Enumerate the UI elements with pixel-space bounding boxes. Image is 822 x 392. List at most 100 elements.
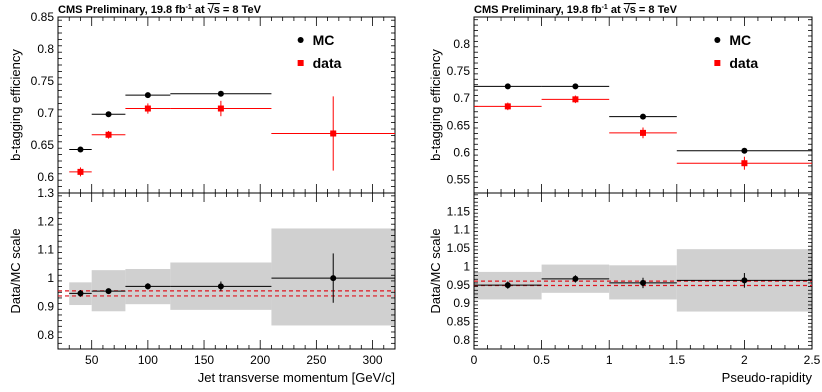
x-axis-label: Jet transverse momentum [GeV/c]: [198, 370, 395, 385]
bottom-ylabel: Data/MC scale: [428, 228, 443, 313]
header-mid: at: [192, 4, 208, 16]
data-point-1: [77, 168, 84, 175]
chart-2: CMS Preliminary, 19.8 fb-1 at √s = 8 TeV…: [428, 4, 821, 385]
bottom-ytick-label: 0.8: [37, 328, 54, 342]
data-point-4: [217, 105, 224, 112]
chart-1: CMS Preliminary, 19.8 fb-1 at √s = 8 TeV…: [8, 4, 396, 385]
top-ytick-label: 0.65: [447, 118, 471, 132]
bottom-ytick-label: 1: [463, 259, 470, 273]
cms-header: CMS Preliminary, 19.8 fb-1 at √s = 8 TeV: [474, 4, 678, 16]
top-ytick-label: 0.75: [447, 64, 471, 78]
mc-point-3: [640, 113, 646, 120]
top-ytick-label: 0.6: [37, 170, 54, 184]
top-panel: 0.6 0.65 0.7 0.75 0.8 0.85 b-tagging efficienc…: [8, 10, 396, 194]
top-ytick-label: 0.75: [31, 74, 55, 88]
bottom-panel: 0.8 0.85 0.9 0.95 1 1.05 1.1 1.15 Data/MC scale: [428, 192, 813, 350]
bottom-ytick-label: 1.1: [453, 223, 470, 237]
data-point-5: [330, 130, 337, 137]
xtick-label: 1.5: [668, 353, 685, 367]
top-ytick-label: 0.55: [447, 172, 471, 186]
xtick-label: 0.5: [533, 353, 550, 367]
top-ytick-label: 0.85: [31, 10, 55, 24]
bottom-ytick-label: 0.95: [447, 278, 471, 292]
top-frame: [57, 16, 396, 194]
ratio-point-2: [572, 275, 579, 282]
ratio-point-2: [105, 288, 112, 295]
header-prefix: CMS Preliminary, 19.8 fb: [474, 4, 602, 16]
top-ylabel: b-tagging efficiency: [8, 49, 23, 161]
xtick-label: 2: [741, 353, 748, 367]
legend-label-mc: MC: [729, 32, 751, 48]
header-suffix: = 8 TeV: [220, 4, 262, 16]
header-sqrt: √s: [208, 4, 220, 16]
header-prefix: CMS Preliminary, 19.8 fb: [58, 4, 186, 16]
legend-marker-mc: [714, 37, 721, 43]
legend-label-data: data: [313, 55, 342, 71]
legend-label-mc: MC: [313, 32, 335, 48]
legend-marker-data: [714, 60, 721, 66]
header-mid: at: [608, 4, 624, 16]
data-point-4: [741, 160, 748, 167]
mc-point-4: [217, 90, 224, 97]
data-point-2: [105, 131, 112, 138]
mc-point-3: [144, 92, 151, 99]
header-sqrt: √s: [624, 4, 636, 16]
legend-marker-mc: [297, 37, 304, 43]
bottom-frame: [473, 192, 813, 350]
bottom-ylabel: Data/MC scale: [8, 228, 23, 313]
bottom-ytick-label: 1.1: [37, 243, 54, 257]
bottom-ytick-label: 0.9: [37, 299, 54, 313]
top-frame: [473, 16, 813, 194]
x-axis-label: Pseudo-rapidity: [722, 370, 813, 385]
xtick-label: 150: [194, 353, 214, 367]
xtick-label: 2.5: [804, 353, 821, 367]
xtick-label: 200: [250, 353, 270, 367]
bottom-ytick-label: 0.8: [453, 333, 470, 347]
top-ytick-label: 0.7: [453, 91, 470, 105]
mc-point-2: [572, 83, 579, 90]
xtick-label: 300: [363, 353, 383, 367]
ratio-point-3: [640, 279, 646, 286]
ratio-point-4: [741, 277, 748, 284]
data-point-3: [144, 105, 151, 112]
top-ytick-label: 0.8: [453, 37, 470, 51]
mc-point-1: [77, 146, 84, 153]
bottom-ytick-label: 1.2: [37, 214, 54, 228]
ratio-point-1: [504, 282, 511, 289]
bottom-panel: 0.8 0.9 1 1.1 1.2 1.3 Data/MC scale: [8, 186, 396, 350]
bottom-ytick-label: 1.15: [447, 204, 471, 218]
bottom-ytick-label: 0.85: [447, 314, 471, 328]
header-sup: -1: [602, 4, 608, 11]
top-ytick-label: 0.65: [31, 138, 55, 152]
data-point-1: [504, 103, 511, 110]
mc-point-4: [741, 147, 748, 154]
cms-header: CMS Preliminary, 19.8 fb-1 at √s = 8 TeV: [58, 4, 262, 16]
top-ytick-label: 0.6: [453, 145, 470, 159]
xtick-label: 0: [471, 353, 478, 367]
bottom-ytick-label: 0.9: [453, 296, 470, 310]
legend-label-data: data: [729, 55, 758, 71]
xtick-label: 1: [606, 353, 613, 367]
header-suffix: = 8 TeV: [636, 4, 678, 16]
mc-point-1: [504, 83, 511, 90]
top-panel: 0.55 0.6 0.65 0.7 0.75 0.8 b-tagging efficienc…: [428, 16, 813, 194]
ratio-point-3: [144, 283, 151, 290]
mc-point-2: [105, 111, 112, 118]
bottom-ytick-label: 1: [47, 271, 54, 285]
ratio-point-5: [330, 275, 337, 282]
bottom-ytick-label: 1.05: [447, 241, 471, 255]
top-ytick-label: 0.8: [37, 42, 54, 56]
xtick-label: 250: [306, 353, 326, 367]
xtick-label: 100: [138, 353, 158, 367]
bottom-ytick-label: 1.3: [37, 186, 54, 200]
header-sup: -1: [186, 4, 192, 11]
xtick-label: 50: [85, 353, 99, 367]
data-point-2: [572, 96, 579, 103]
top-ytick-label: 0.7: [37, 106, 54, 120]
ratio-point-1: [77, 290, 84, 297]
top-ylabel: b-tagging efficiency: [428, 49, 443, 161]
legend-marker-data: [297, 60, 304, 66]
data-point-3: [640, 129, 646, 136]
ratio-point-4: [217, 283, 224, 290]
